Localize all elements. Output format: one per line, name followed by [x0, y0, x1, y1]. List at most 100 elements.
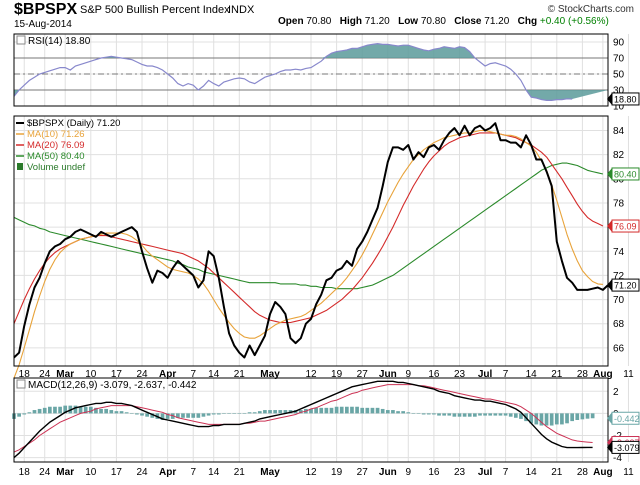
macd-histogram-bar [124, 412, 129, 414]
date-label-upper-7: 7 [190, 369, 196, 380]
stockcharts-brand: © StockCharts.com [547, 4, 634, 15]
exchange-label: INDX [228, 4, 255, 16]
date-label-upper-15: 9 [406, 369, 412, 380]
macd-histogram-bar [375, 407, 380, 414]
macd-histogram-bar [32, 410, 37, 414]
ohlc-close-label: Close [454, 16, 482, 27]
macd-histogram-bar [135, 413, 139, 415]
macd-histogram-bar [109, 410, 114, 414]
macd-histogram-bar [186, 413, 190, 418]
date-label-lower-1: 24 [39, 467, 51, 478]
macd-histogram-bar [467, 413, 472, 417]
macd-axis-label-0: 2 [613, 387, 619, 398]
macd-histogram-bar [247, 412, 252, 414]
macd-histogram-bar [114, 411, 119, 414]
price-panel-frame [13, 115, 609, 367]
rsi-axis-label-1: 70 [613, 54, 625, 65]
price-axis-label-1: 82 [613, 150, 625, 161]
legend-volume_undef: Volume undef [27, 162, 85, 173]
macd-histogram-bar [539, 413, 544, 426]
date-label-upper-4: 17 [111, 369, 123, 380]
date-label-lower-16: 16 [428, 467, 440, 478]
macd-histogram-bar [421, 413, 426, 415]
macd-histogram-bar [432, 413, 436, 415]
macd-histogram-bar [319, 407, 324, 414]
price-last-value-ma20-pointer [607, 220, 612, 233]
date-label-upper-10: May [260, 369, 280, 380]
macd-histogram-bar [94, 407, 98, 414]
macd-histogram-bar [17, 413, 21, 417]
date-label-upper-16: 16 [428, 369, 440, 380]
date-label-lower-2: Mar [56, 467, 74, 478]
date-label-upper-23: Aug [593, 369, 612, 380]
price-axis-label-5: 74 [613, 247, 625, 258]
macd-histogram-bar [83, 406, 88, 414]
macd-histogram-bar [416, 413, 421, 414]
legend-ma50: MA(50) 80.40 [27, 151, 85, 162]
date-label-upper-17: 23 [454, 369, 466, 380]
macd-histogram-bar [519, 413, 523, 419]
rsi-oversold-fill [14, 90, 608, 101]
macd-histogram-bar [191, 413, 196, 418]
macd-histogram-bar [273, 410, 277, 414]
date-label-upper-18: Jul [478, 369, 493, 380]
macd-histogram-bar [63, 405, 68, 414]
date-label-lower-15: 9 [406, 467, 412, 478]
macd-axis-label-3: -4 [613, 453, 622, 464]
date-label-lower-12: 19 [331, 467, 343, 478]
date-label-lower-8: 14 [208, 467, 220, 478]
macd-histogram-bar [534, 413, 539, 425]
date-label-upper-5: 24 [136, 369, 148, 380]
macd-histogram-bar [488, 413, 493, 416]
macd-signal-line [13, 384, 593, 453]
date-label-lower-6: Apr [159, 467, 176, 478]
date-label-lower-14: Jun [379, 467, 397, 478]
macd-histogram-bar [227, 413, 231, 414]
macd-histogram-bar [549, 413, 554, 426]
macd-histogram-bar [42, 407, 47, 414]
macd-histogram-bar [334, 406, 339, 414]
macd-histogram-bar [411, 413, 416, 414]
rsi-last-value-pointer [607, 92, 612, 105]
series-ma10-line [13, 129, 603, 379]
date-label-upper-3: 10 [85, 369, 97, 380]
macd-histogram-bar [324, 407, 329, 414]
macd-histogram-bar [160, 413, 165, 420]
macd-histogram-bar [268, 410, 272, 414]
macd-histogram-bar [278, 410, 283, 414]
macd-histogram-bar [483, 413, 487, 416]
macd-histogram-bar [365, 407, 370, 414]
macd-histogram-bar [565, 413, 569, 424]
macd-histogram-bar [88, 406, 93, 414]
macd-histogram-bar [53, 406, 57, 414]
macd-histogram-bar [426, 413, 431, 415]
price-last-value-price: 71.20 [614, 281, 637, 291]
date-label-lower-9: 21 [234, 467, 246, 478]
macd-histogram-bar [339, 406, 344, 414]
macd-last-value-macd: -3.079 [614, 443, 640, 453]
ohlc-readout: Open 70.80 High 71.20 Low 70.80 Close 71… [278, 16, 609, 27]
macd-histogram-bar [129, 413, 134, 414]
macd-histogram-bar [554, 413, 559, 425]
macd-histogram-bar [508, 413, 513, 417]
price-axis-label-3: 78 [613, 198, 625, 209]
symbol-title: $BPSPX [14, 1, 78, 18]
macd-histogram-bar [391, 410, 395, 414]
price-axis-label-7: 70 [613, 295, 625, 306]
chart-header: $BPSPX S&P 500 Bullish Percent Index IND… [0, 0, 640, 30]
price-last-value-price-pointer [607, 279, 612, 292]
macd-histogram-bar [150, 413, 155, 418]
macd-histogram-bar [503, 413, 508, 416]
chart-date: 15-Aug-2014 [14, 19, 72, 30]
macd-histogram-bar [222, 413, 226, 414]
ohlc-close: Close 71.20 [454, 16, 512, 27]
rsi-line [13, 42, 573, 101]
date-label-lower-23: Aug [593, 467, 612, 478]
date-label-lower-5: 24 [136, 467, 148, 478]
date-label-upper-2: Mar [56, 369, 74, 380]
macd-histogram-bar [437, 413, 441, 416]
macd-histogram-bar [329, 407, 334, 414]
macd-panel-frame [13, 377, 609, 463]
macd-histogram-bar [27, 412, 32, 414]
